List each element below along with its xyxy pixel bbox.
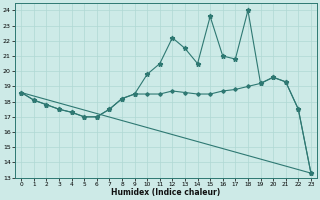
X-axis label: Humidex (Indice chaleur): Humidex (Indice chaleur) bbox=[111, 188, 221, 197]
